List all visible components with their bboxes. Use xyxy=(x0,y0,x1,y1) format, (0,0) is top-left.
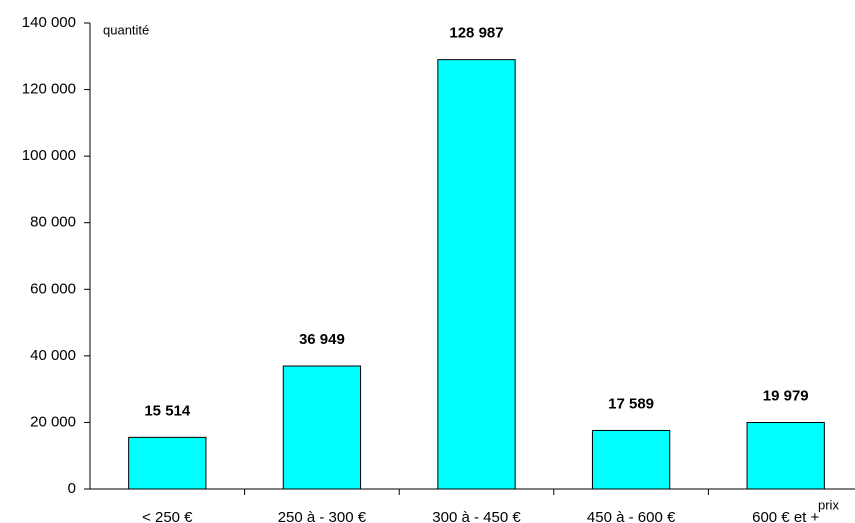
y-tick-label: 40 000 xyxy=(30,347,76,364)
bar xyxy=(282,365,362,490)
value-label: 36 949 xyxy=(299,331,345,348)
value-label: 128 987 xyxy=(449,25,503,42)
value-label: 19 979 xyxy=(763,387,809,404)
x-tick-label: 450 à - 600 € xyxy=(587,509,676,523)
y-tick-label: 140 000 xyxy=(22,14,76,31)
y-tick-label: 120 000 xyxy=(22,81,76,98)
x-tick-label: 600 € et + xyxy=(752,509,819,523)
y-tick-label: 0 xyxy=(68,480,76,497)
bar xyxy=(128,436,207,490)
y-tick-label: 60 000 xyxy=(30,280,76,297)
value-label: 15 514 xyxy=(144,402,191,419)
y-tick-label: 20 000 xyxy=(30,413,76,430)
x-tick-label: 250 à - 300 € xyxy=(278,509,367,523)
x-tick-label: < 250 € xyxy=(142,509,193,523)
bar xyxy=(591,429,671,490)
x-tick-label: 300 à - 450 € xyxy=(432,509,521,523)
x-axis-label: prix xyxy=(818,497,839,512)
y-axis-label: quantité xyxy=(103,22,149,37)
bar xyxy=(746,421,825,490)
y-tick-label: 100 000 xyxy=(22,147,76,164)
bar xyxy=(437,59,516,490)
y-tick-label: 80 000 xyxy=(30,214,76,231)
value-label: 17 589 xyxy=(608,395,654,412)
